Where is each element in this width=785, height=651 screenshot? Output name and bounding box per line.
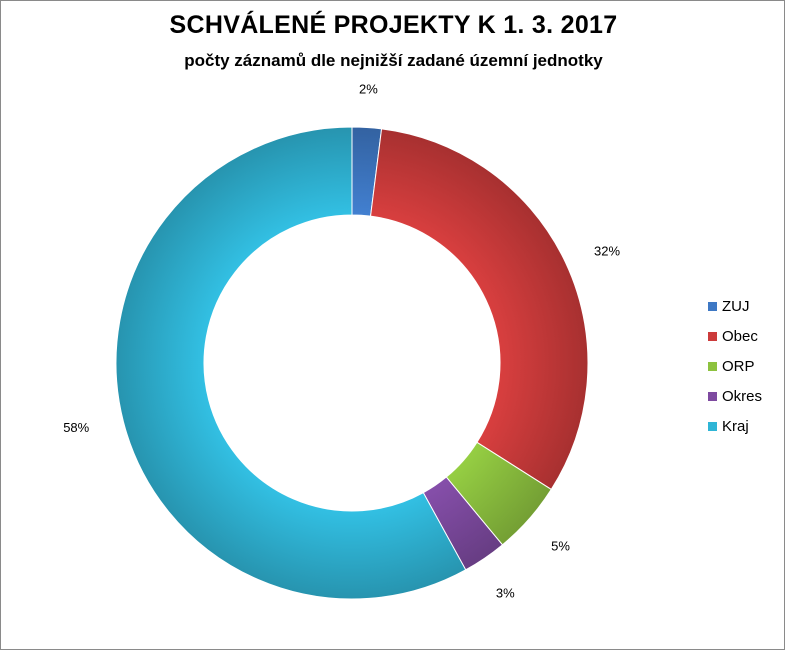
data-label-kraj: 58%: [63, 420, 89, 435]
data-label-zuj: 2%: [359, 82, 378, 97]
legend-swatch: [708, 421, 717, 431]
legend-label: Kraj: [722, 417, 749, 435]
legend-label: Okres: [722, 387, 763, 405]
data-label-obec: 32%: [594, 243, 620, 258]
legend-label: ORP: [722, 357, 755, 375]
legend-item-okres: Okres: [708, 381, 762, 411]
legend-swatch: [708, 301, 717, 311]
legend-label: Obec: [722, 327, 758, 345]
legend-item-kraj: Kraj: [708, 411, 762, 441]
legend-swatch: [708, 331, 717, 341]
legend-swatch: [708, 361, 717, 371]
legend-label: ZUJ: [722, 297, 750, 315]
donut-slice-obec: [369, 128, 589, 491]
donut-slice-kraj: [115, 126, 467, 600]
data-label-orp: 5%: [551, 538, 570, 553]
chart-title: SCHVÁLENÉ PROJEKTY K 1. 3. 2017: [169, 11, 618, 39]
legend-item-orp: ORP: [708, 351, 762, 381]
legend-swatch: [708, 391, 717, 401]
legend-item-obec: Obec: [708, 321, 762, 351]
chart-legend: ZUJ Obec ORP Okres Kraj: [708, 291, 762, 441]
legend-item-zuj: ZUJ: [708, 291, 762, 321]
chart-subtitle: počty záznamů dle nejnižší zadané územní…: [184, 51, 603, 70]
data-label-okres: 3%: [496, 586, 515, 601]
